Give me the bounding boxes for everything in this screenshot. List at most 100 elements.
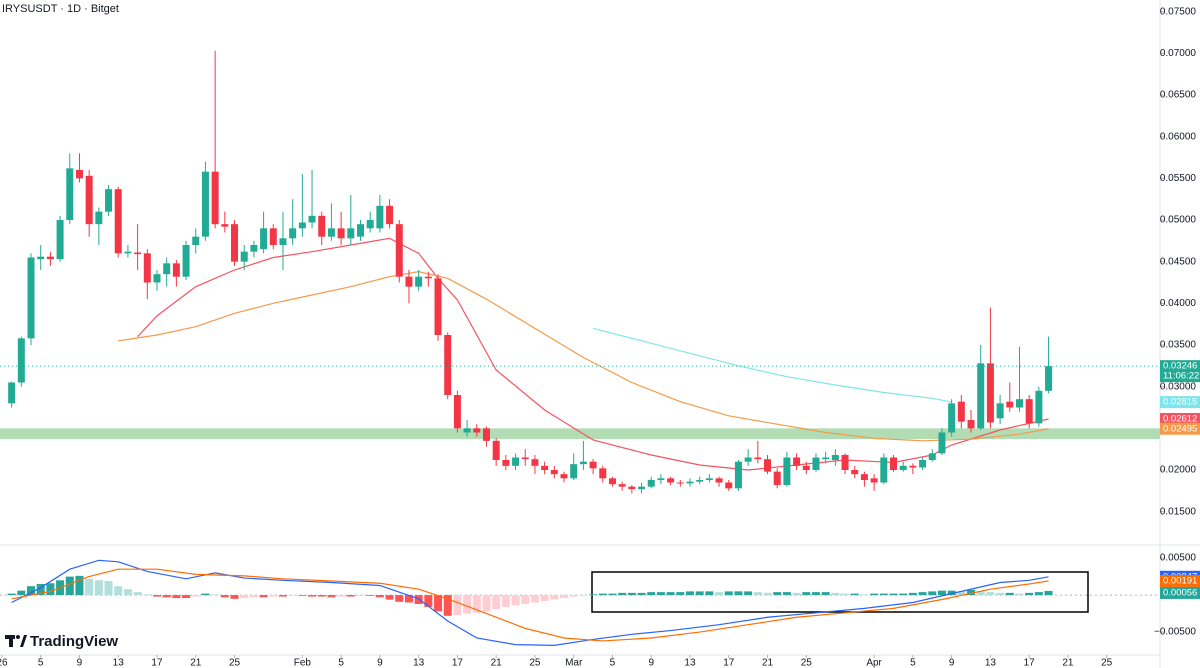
candle-body <box>1035 390 1043 424</box>
x-tick-label: 5 <box>38 658 44 668</box>
candle-body <box>143 253 151 283</box>
candle-body <box>386 205 394 225</box>
candle-body <box>473 428 481 433</box>
candle-body <box>153 274 161 283</box>
histogram-bar <box>317 595 326 597</box>
histogram-bar <box>511 595 520 606</box>
candle-body <box>463 428 471 433</box>
histogram-bar <box>46 583 55 596</box>
x-tick-label: 17 <box>723 658 735 668</box>
histogram-bar <box>1044 590 1053 596</box>
histogram-bar <box>627 592 636 596</box>
candle-body <box>337 228 345 239</box>
x-tick-label: Mar <box>565 658 583 668</box>
candle-body <box>66 168 74 220</box>
histogram-bar <box>744 591 753 596</box>
histogram-bar <box>395 595 404 602</box>
candle-body <box>531 459 539 466</box>
candle-body <box>424 276 432 279</box>
candle-body <box>405 276 413 287</box>
candle-body <box>260 228 268 250</box>
support-zone <box>0 428 1160 440</box>
histogram-bar <box>327 595 336 598</box>
candle-body <box>1045 366 1053 391</box>
x-tick-label: 9 <box>648 658 654 668</box>
candle-body <box>802 465 810 470</box>
histogram-bar <box>201 593 210 596</box>
candle-body <box>434 278 442 335</box>
candle-body <box>163 263 171 275</box>
histogram-bar <box>1015 593 1024 596</box>
candle-body <box>8 382 16 404</box>
candle-body <box>1006 401 1014 408</box>
histogram-bar <box>530 595 539 603</box>
candle-body <box>85 175 93 225</box>
histogram-bar <box>666 592 675 596</box>
histogram-bar <box>579 595 588 596</box>
histogram-bar <box>705 591 714 596</box>
histogram-bar <box>492 595 501 610</box>
histogram-bar <box>211 594 220 596</box>
histogram-bar <box>841 593 850 596</box>
y-tick-label: 0.01500 <box>1160 506 1197 517</box>
candle-body <box>734 461 742 489</box>
histogram-bar <box>472 595 481 613</box>
x-tick-label: 9 <box>949 658 955 668</box>
candle-body <box>705 478 713 480</box>
histogram-bar <box>782 592 791 596</box>
x-tick-label: 25 <box>1101 658 1113 668</box>
histogram-bar <box>240 595 249 599</box>
histogram-bar <box>763 592 772 596</box>
y-tick-label: 0.07000 <box>1160 48 1197 59</box>
histogram-bar <box>104 581 113 596</box>
price-tag <box>1160 396 1200 409</box>
histogram-bar <box>298 595 307 596</box>
x-tick-label: 21 <box>190 658 202 668</box>
histogram-bar <box>385 595 394 600</box>
histogram-bar <box>143 594 152 596</box>
candle-body <box>105 189 113 212</box>
logo <box>5 635 27 647</box>
histogram-bar <box>1025 592 1034 596</box>
y-tick-label: 0.07500 <box>1160 6 1197 17</box>
candle-body <box>492 440 500 460</box>
histogram-bar <box>792 592 801 596</box>
y-tick-label: 0.06500 <box>1160 90 1197 101</box>
x-tick-label: Feb <box>294 658 312 668</box>
candle-body <box>841 455 849 470</box>
candle-body <box>1025 399 1033 424</box>
candle-body <box>240 251 248 262</box>
histogram-bar <box>996 592 1005 596</box>
histogram-bar <box>94 580 103 596</box>
candle-body <box>986 363 994 423</box>
y-tick-label: 0.02000 <box>1160 465 1197 476</box>
candle-body <box>870 478 878 483</box>
candle-body <box>919 460 927 468</box>
histogram-bar <box>172 595 181 599</box>
candle-body <box>928 453 936 460</box>
histogram-bar <box>753 592 762 596</box>
price-tag-label: 0.03246 <box>1163 361 1197 372</box>
candle-body <box>667 478 675 483</box>
histogram-bar <box>695 591 704 596</box>
candle-body <box>482 428 490 441</box>
price-tag-label: 0.02612 <box>1163 414 1197 425</box>
x-tick-label: 5 <box>610 658 616 668</box>
candle-body <box>589 461 597 469</box>
macd-tag <box>1160 586 1200 599</box>
histogram-bar <box>269 595 278 597</box>
histogram-bar <box>879 593 888 596</box>
candle-body <box>192 236 200 245</box>
histogram-bar <box>986 592 995 596</box>
x-tick-label: 5 <box>910 658 916 668</box>
histogram-bar <box>821 592 830 596</box>
candle-body <box>415 276 423 287</box>
candle-body <box>957 401 965 422</box>
macd-tag-label: 0.00056 <box>1163 587 1197 598</box>
candle-body <box>686 481 694 484</box>
candle-body <box>638 486 646 490</box>
histogram-bar <box>918 592 927 596</box>
candle-body <box>172 263 180 277</box>
candle-body <box>628 486 636 490</box>
highlight-box <box>591 571 1089 613</box>
